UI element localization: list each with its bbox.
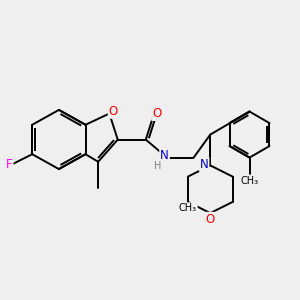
Text: O: O [109,105,118,118]
Text: CH₃: CH₃ [241,176,259,186]
Text: O: O [152,107,161,120]
Text: CH₃: CH₃ [179,203,197,213]
Text: O: O [206,213,215,226]
Text: F: F [6,158,13,170]
Text: N: N [200,158,208,171]
Text: N: N [160,149,169,162]
Text: H: H [154,161,161,171]
